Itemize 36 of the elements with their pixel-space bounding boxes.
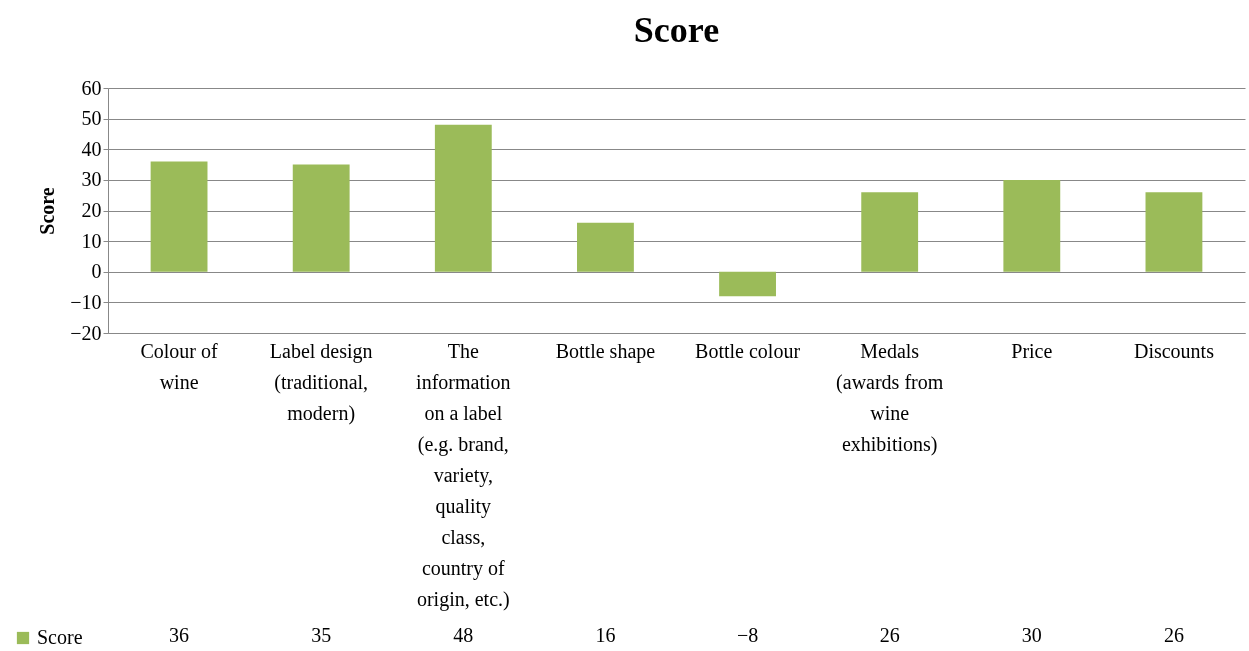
bar — [577, 222, 634, 272]
bar — [150, 161, 208, 272]
y-tick-label: 20 — [81, 199, 102, 221]
chart-title: Score — [633, 10, 720, 50]
bar — [861, 192, 919, 272]
y-tick-label: 40 — [81, 137, 102, 160]
data-label: 26 — [879, 624, 900, 646]
bar — [1003, 179, 1061, 272]
y-tick-label: 60 — [81, 76, 102, 99]
legend-label: Score — [37, 626, 83, 648]
x-tick-label: Colour of wine — [140, 339, 219, 393]
category-label: The information on a label (e.g. brand, variety, quality class, country of origin, etc.) — [416, 339, 511, 610]
y-tick-label: 30 — [81, 168, 102, 191]
y-tick-label: 0 — [91, 260, 102, 283]
data-label: 16 — [595, 624, 616, 646]
x-tick-label: Bottle shape — [555, 339, 656, 363]
x-tick-label: Bottle colour — [695, 339, 801, 362]
y-tick-label: −10 — [70, 290, 102, 313]
y-tick-label: −20 — [70, 321, 102, 344]
x-tick-label: Price — [1011, 339, 1053, 362]
data-label: 48 — [453, 624, 474, 646]
bar — [1145, 192, 1203, 272]
data-label: 35 — [311, 624, 332, 646]
y-tick-label: 50 — [81, 107, 102, 130]
bar — [719, 271, 776, 297]
x-tick-label: Discounts — [1133, 339, 1215, 362]
y-axis-title: Score — [36, 187, 59, 235]
x-tick-label: Medals (awards from wine exhibitions) — [836, 339, 944, 456]
data-label: 36 — [169, 624, 190, 646]
data-label: 30 — [1021, 624, 1042, 646]
y-tick-label: 10 — [81, 229, 102, 252]
bar — [434, 124, 492, 272]
bar — [292, 164, 350, 272]
x-tick-label: Label design (traditional, modern) — [269, 339, 373, 425]
data-label: 26 — [1163, 624, 1184, 646]
data-label: −8 — [736, 624, 759, 646]
